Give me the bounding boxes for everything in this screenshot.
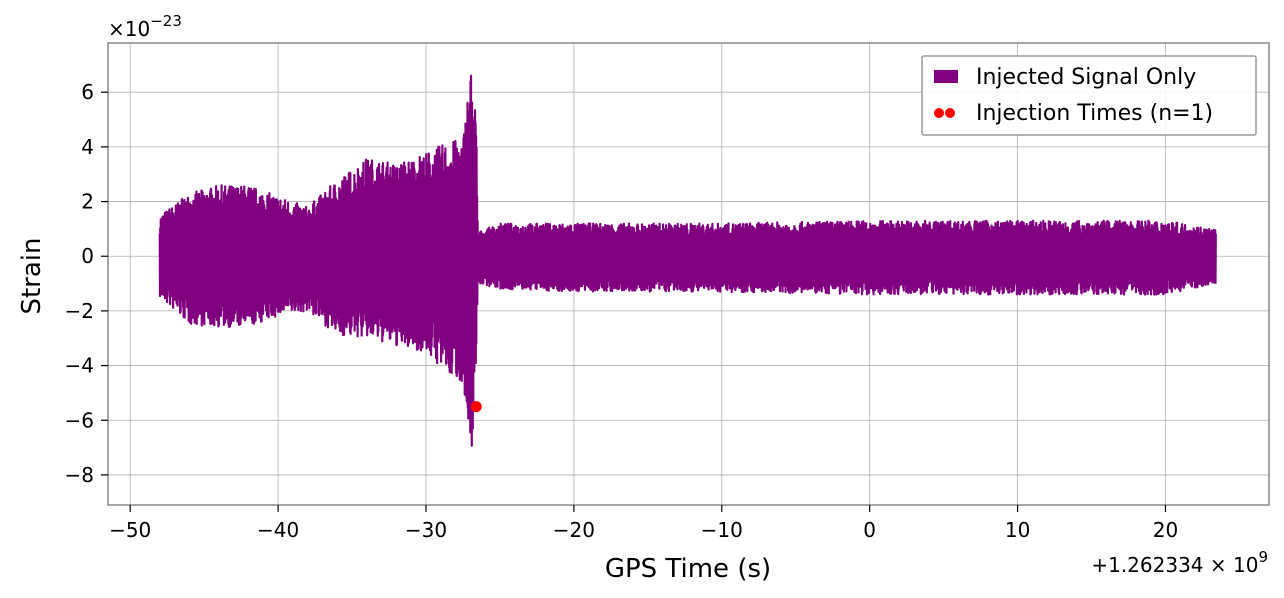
x-tick-label: −30 <box>405 518 447 542</box>
y-tick-label: −6 <box>65 408 94 432</box>
y-tick-label: 6 <box>81 80 94 104</box>
x-tick-label: 0 <box>863 518 876 542</box>
x-tick-label: −20 <box>553 518 595 542</box>
x-tick-label: 10 <box>1005 518 1030 542</box>
x-offset-label: +1.262334 × 109 <box>1091 548 1268 577</box>
y-axis-title: Strain <box>17 237 47 314</box>
legend-label-signal: Injected Signal Only <box>976 65 1196 90</box>
legend-marker-injection-b <box>945 108 955 118</box>
x-offset-times: × 10 <box>1204 553 1259 577</box>
plot-frame <box>107 42 1270 506</box>
y-scale-base: ×10 <box>108 17 150 41</box>
y-scale-exponent: −23 <box>150 12 182 30</box>
injection-times-series <box>470 401 482 413</box>
y-tick-label: −4 <box>65 354 94 378</box>
y-tick-label: 0 <box>81 244 94 268</box>
x-tick-label: −50 <box>109 518 151 542</box>
y-tick-label: 2 <box>81 190 94 214</box>
x-offset-exponent: 9 <box>1258 548 1268 566</box>
injection-time-marker <box>470 401 482 413</box>
legend-box <box>921 55 1257 136</box>
x-tick-label: 20 <box>1153 518 1178 542</box>
signal-line <box>158 74 1217 447</box>
x-tick-label: −40 <box>257 518 299 542</box>
x-offset-base: +1.262334 <box>1091 553 1203 577</box>
legend: Injected Signal Only Injection Times (n=… <box>921 55 1257 136</box>
legend-marker-injection-a <box>934 108 944 118</box>
y-tick-label: −2 <box>65 299 94 323</box>
legend-label-injection: Injection Times (n=1) <box>976 101 1213 126</box>
y-tick-label: 4 <box>81 135 94 159</box>
legend-swatch-signal <box>934 70 958 83</box>
y-tick-label: −8 <box>65 463 94 487</box>
x-axis-title: GPS Time (s) <box>605 554 771 584</box>
y-scale-label: ×10−23 <box>108 12 182 41</box>
injected-signal-series <box>158 74 1217 447</box>
x-tick-label: −10 <box>701 518 743 542</box>
